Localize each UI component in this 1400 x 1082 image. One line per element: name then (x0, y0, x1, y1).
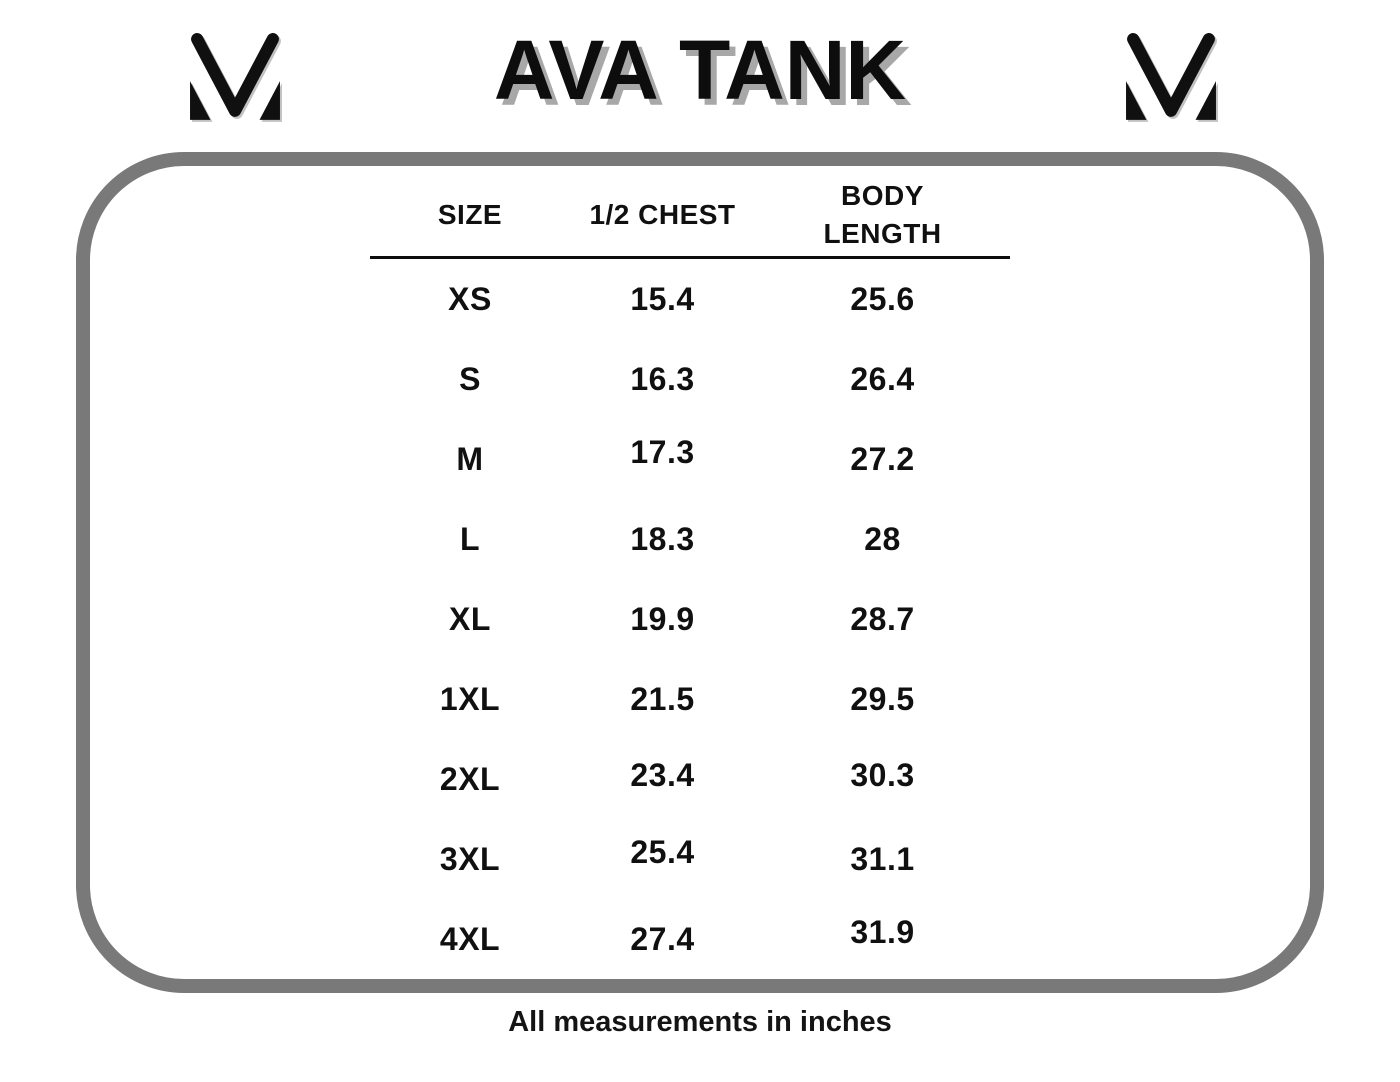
table-header-row: SIZE 1/2 CHEST BODY LENGTH (370, 174, 1010, 256)
chest-cell: 16.3 (630, 360, 695, 397)
length-cell: 27.2 (850, 440, 915, 477)
length-cell: 26.4 (850, 360, 915, 397)
chest-cell: 21.5 (630, 680, 695, 717)
table-row-xl: XL 19.9 28.7 (370, 579, 1010, 659)
size-table: SIZE 1/2 CHEST BODY LENGTH XS 15.4 25.6 … (370, 174, 1010, 979)
chart-panel (76, 152, 1324, 993)
chest-cell: 18.3 (630, 520, 695, 557)
size-cell: 1XL (439, 680, 501, 717)
column-header-body-length: BODY LENGTH (755, 177, 1010, 253)
length-cell: 25.6 (850, 280, 915, 317)
table-row-3xl: 3XL 25.4 31.1 (370, 819, 1010, 899)
size-cell: 4XL (439, 920, 501, 957)
length-cell: 31.1 (850, 840, 915, 877)
size-cell: M (456, 440, 484, 477)
chest-cell: 27.4 (630, 920, 695, 957)
length-cell: 28 (864, 520, 901, 557)
chest-cell: 19.9 (630, 600, 695, 637)
chest-cell: 25.4 (630, 833, 695, 870)
page-title: AVA TANK (493, 23, 907, 117)
column-header-body-length-label: BODY LENGTH (823, 180, 942, 249)
table-row-m: M 17.3 27.2 (370, 419, 1010, 499)
chest-cell: 23.4 (630, 756, 695, 793)
column-header-size: SIZE (370, 196, 570, 234)
table-row-xs: XS 15.4 25.6 (370, 259, 1010, 339)
length-cell: 30.3 (850, 756, 915, 793)
table-row-1xl: 1XL 21.5 29.5 (370, 659, 1010, 739)
table-row-s: S 16.3 26.4 (370, 339, 1010, 419)
size-cell: XS (448, 280, 492, 317)
measurements-note: All measurements in inches (508, 1006, 892, 1038)
column-header-size-label: SIZE (437, 199, 503, 231)
brand-logo-left (189, 30, 281, 124)
size-cell: 3XL (439, 840, 501, 877)
column-header-half-chest: 1/2 CHEST (570, 196, 755, 234)
length-cell: 31.9 (850, 913, 915, 950)
size-cell: 2XL (439, 760, 501, 797)
header-divider (370, 256, 1010, 259)
m-monogram-icon (190, 33, 280, 120)
table-row-l: L 18.3 28 (370, 499, 1010, 579)
table-body: XS 15.4 25.6 S 16.3 26.4 M 17.3 27.2 L 1… (370, 259, 1010, 979)
chest-cell: 15.4 (630, 280, 695, 317)
length-cell: 28.7 (850, 600, 915, 637)
column-header-half-chest-label: 1/2 CHEST (589, 199, 736, 231)
table-row-4xl: 4XL 27.4 31.9 (370, 899, 1010, 979)
size-cell: XL (449, 600, 491, 637)
brand-logo-right (1125, 30, 1217, 124)
length-cell: 29.5 (850, 680, 915, 717)
size-cell: L (459, 520, 481, 557)
size-cell: S (459, 360, 481, 397)
chest-cell: 17.3 (630, 433, 695, 470)
m-monogram-icon (1126, 33, 1216, 120)
table-row-2xl: 2XL 23.4 30.3 (370, 739, 1010, 819)
